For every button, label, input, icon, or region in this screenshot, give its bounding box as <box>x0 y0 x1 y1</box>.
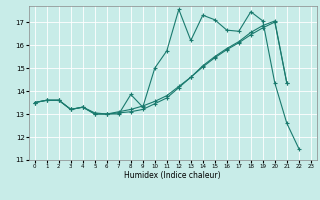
X-axis label: Humidex (Indice chaleur): Humidex (Indice chaleur) <box>124 171 221 180</box>
